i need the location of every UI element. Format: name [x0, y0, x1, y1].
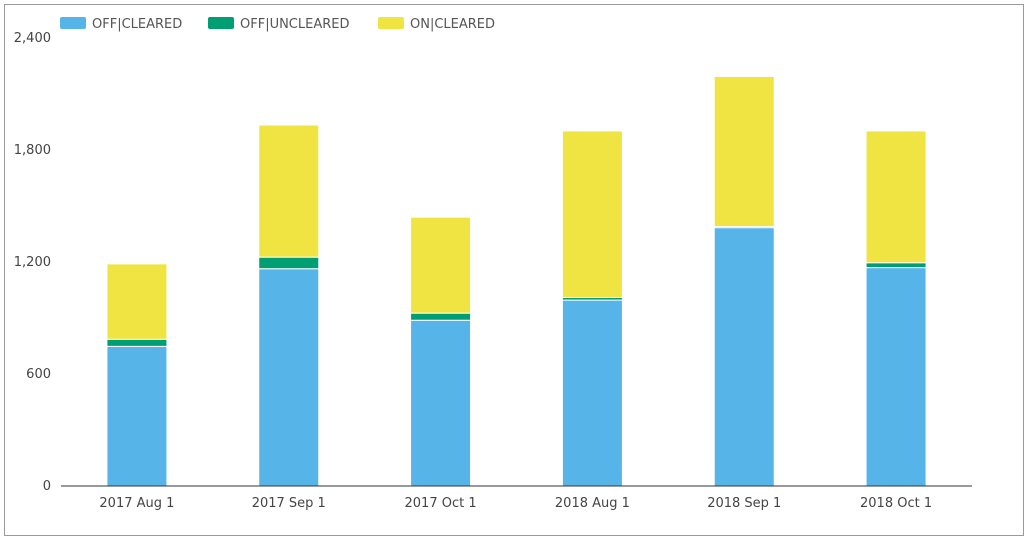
bar-on-cleared-2017-sep-1[interactable] [258, 124, 320, 258]
legend-label-off-cleared: OFF|CLEARED [92, 17, 182, 32]
stacked-bar-chart: OFF|CLEARED OFF|UNCLEARED ON|CLEARED 0 600 1… [14, 17, 972, 511]
legend-swatch-off-cleared [60, 17, 86, 29]
y-tick-label: 1,200 [14, 255, 51, 270]
chart-frame: OFF|CLEARED OFF|UNCLEARED ON|CLEARED 0 600 1… [4, 4, 1024, 536]
bar-on-cleared-2018-oct-1[interactable] [865, 130, 927, 264]
y-axis: 0 600 1,200 1,800 2,400 [14, 31, 51, 494]
x-tick-label: 2017 Aug 1 [99, 496, 174, 511]
x-tick-label: 2018 Oct 1 [860, 496, 932, 511]
bar-off-cleared-2018-aug-1[interactable] [561, 299, 623, 487]
x-tick-label: 2018 Aug 1 [555, 496, 630, 511]
y-tick-label: 2,400 [14, 31, 51, 46]
bar-on-cleared-2018-aug-1[interactable] [561, 130, 623, 298]
x-tick-label: 2017 Oct 1 [405, 496, 477, 511]
bar-off-cleared-2018-oct-1[interactable] [865, 267, 927, 487]
y-tick-label: 600 [26, 367, 51, 382]
bar-off-uncleared-2017-oct-1[interactable] [410, 312, 472, 321]
legend-swatch-off-uncleared [208, 17, 234, 29]
legend-label-on-cleared: ON|CLEARED [410, 17, 495, 32]
x-tick-label: 2018 Sep 1 [707, 496, 781, 511]
bar-off-cleared-2018-sep-1[interactable] [713, 227, 775, 487]
bar-off-cleared-2017-sep-1[interactable] [258, 268, 320, 487]
bar-off-uncleared-2017-aug-1[interactable] [106, 338, 168, 347]
bar-on-cleared-2017-oct-1[interactable] [410, 216, 472, 314]
bar-on-cleared-2018-sep-1[interactable] [713, 75, 775, 228]
bar-off-cleared-2017-aug-1[interactable] [106, 345, 168, 487]
bar-off-cleared-2017-oct-1[interactable] [410, 319, 472, 487]
legend-label-off-uncleared: OFF|UNCLEARED [240, 17, 350, 32]
y-tick-label: 0 [43, 479, 51, 494]
bar-on-cleared-2017-aug-1[interactable] [106, 263, 168, 340]
bars [106, 75, 927, 487]
x-axis: 2017 Aug 1 2017 Sep 1 2017 Oct 1 2018 Aug 1… [61, 485, 972, 511]
y-tick-label: 1,800 [14, 143, 51, 158]
bar-off-uncleared-2017-sep-1[interactable] [258, 256, 320, 270]
legend-swatch-on-cleared [378, 17, 404, 29]
bar-off-uncleared-2018-oct-1[interactable] [865, 262, 927, 269]
legend: OFF|CLEARED OFF|UNCLEARED ON|CLEARED [60, 17, 495, 32]
x-tick-label: 2017 Sep 1 [252, 496, 326, 511]
